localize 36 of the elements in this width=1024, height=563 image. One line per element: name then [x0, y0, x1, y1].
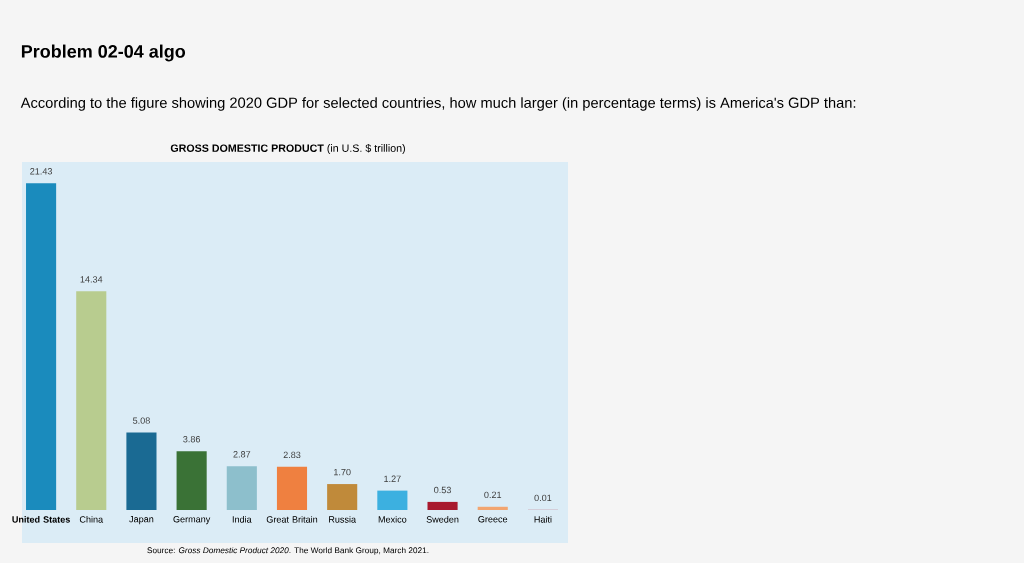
data-label: 1.27 — [384, 475, 401, 482]
data-label: 21.43 — [30, 168, 53, 175]
bar — [76, 291, 107, 510]
bar — [377, 490, 408, 510]
x-tick-label: Mexico — [378, 516, 407, 523]
bar — [276, 466, 308, 510]
data-label: 0.01 — [534, 494, 552, 502]
x-tick-label: India — [232, 516, 252, 523]
chart-title: GROSS DOMESTIC PRODUCT (in U.S. $ trillion) — [170, 143, 405, 155]
text: Problem 02-04 algo — [21, 44, 186, 62]
x-tick-label: Japan — [129, 516, 154, 525]
bar — [327, 484, 358, 510]
data-label: 1.70 — [334, 468, 351, 476]
data-label: 2.87 — [233, 451, 251, 458]
data-label: 0.53 — [434, 486, 451, 494]
bar — [427, 501, 458, 510]
x-tick-label: Sweden — [426, 516, 459, 523]
x-tick-label: United States — [12, 516, 70, 523]
data-label: 14.34 — [80, 276, 103, 283]
data-label: 0.21 — [484, 491, 502, 499]
bar — [126, 432, 157, 510]
x-tick-label: Russia — [329, 516, 357, 523]
bar — [477, 506, 508, 510]
x-tick-label: Greece — [478, 516, 508, 523]
data-label: 2.83 — [283, 451, 301, 459]
text: According to the figure showing 2020 GDP for selected countries, how much larger (in percentage terms) is America's GDP than: — [20, 97, 856, 111]
data-label: 3.86 — [183, 435, 201, 443]
x-tick-label: China — [79, 516, 104, 523]
bar — [176, 451, 207, 510]
bar — [26, 183, 57, 510]
data-label: 5.08 — [132, 417, 150, 424]
bar — [226, 466, 257, 510]
x-tick-label: Haiti — [534, 516, 552, 523]
x-tick-label: Great Britain — [266, 516, 318, 523]
x-tick-label: Germany — [173, 516, 211, 525]
source-note: Source: Gross Domestic Product 2020. The World Bank Group, March 2021. — [147, 547, 429, 555]
